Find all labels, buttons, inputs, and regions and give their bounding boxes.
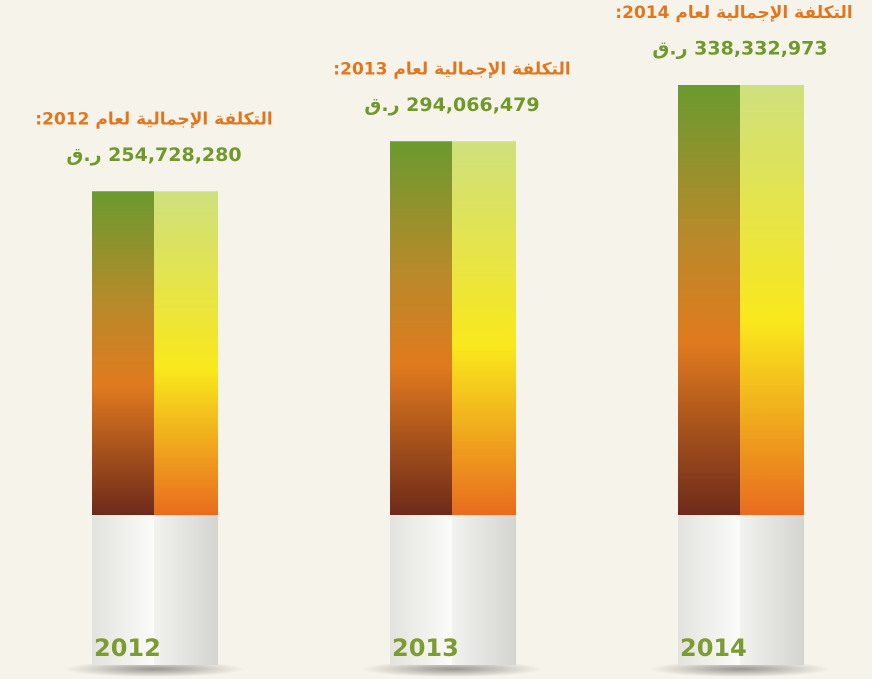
- annotation: التكلفة الإجمالية لعام 2013:: [333, 59, 570, 79]
- base-side: [740, 515, 804, 665]
- bar-front: [92, 191, 154, 515]
- base-side: [452, 515, 516, 665]
- x-tick-label: 2014: [680, 634, 747, 662]
- base-front: [390, 515, 452, 665]
- bar-side: [740, 85, 804, 515]
- bar-side: [452, 141, 516, 515]
- x-tick-label: 2013: [392, 634, 459, 662]
- bar-side: [154, 191, 218, 515]
- base-side: [154, 515, 218, 665]
- data-label: 294,066,479 ر.ق: [364, 94, 539, 116]
- annotation: التكلفة الإجمالية لعام 2014:: [615, 3, 852, 23]
- bar-front: [678, 85, 740, 515]
- bar-front: [390, 141, 452, 515]
- base-front: [92, 515, 154, 665]
- data-label: 254,728,280 ر.ق: [66, 144, 241, 166]
- annotation: التكلفة الإجمالية لعام 2012:: [35, 109, 272, 129]
- data-label: 338,332,973 ر.ق: [652, 38, 827, 60]
- base-front: [678, 515, 740, 665]
- x-tick-label: 2012: [94, 634, 161, 662]
